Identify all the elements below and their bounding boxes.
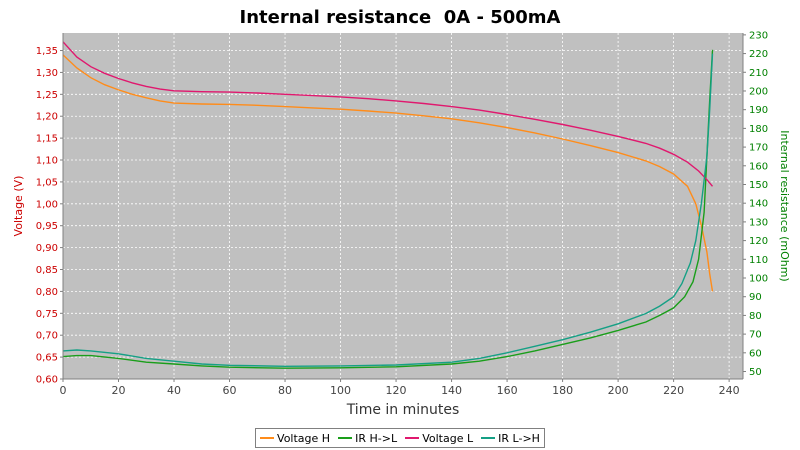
y-left-tick-label: 0,95: [36, 221, 58, 232]
plot-area: [63, 33, 743, 379]
y-right-tick-label: 150: [749, 180, 768, 191]
x-tick-label: 200: [608, 384, 629, 397]
y-left-tick-label: 0,65: [36, 353, 58, 364]
y-right-tick-label: 180: [749, 124, 768, 135]
series-line-voltage-l: [62, 41, 714, 187]
x-tick-label: 60: [223, 384, 237, 397]
y-right-tick-label: 220: [749, 49, 768, 60]
y-right-tick-label: 90: [749, 292, 762, 303]
x-tick-label: 40: [167, 384, 181, 397]
x-tick-label: 180: [552, 384, 573, 397]
legend-swatch: [338, 437, 353, 439]
y-right-tick-label: 70: [749, 330, 762, 341]
legend-item-ir-l-h: IR L->H: [481, 432, 540, 445]
y-right-axis-label: Internal resistance (mOhm): [778, 130, 791, 281]
y-left-tick-label: 1,35: [36, 46, 58, 57]
x-tick-label: 120: [386, 384, 407, 397]
legend: Voltage H IR H->L Voltage L IR L->H: [255, 428, 545, 448]
legend-swatch: [481, 437, 496, 439]
y-right-tick-label: 160: [749, 161, 768, 172]
x-tick-label: 100: [330, 384, 351, 397]
y-left-tick-label: 1,00: [36, 199, 58, 210]
x-tick-label: 240: [719, 384, 740, 397]
y-left-tick-label: 1,05: [36, 177, 58, 188]
y-left-tick-label: 0,85: [36, 265, 58, 276]
y-right-tick-label: 140: [749, 199, 768, 210]
y-left-tick-label: 1,10: [36, 156, 58, 167]
series-line-voltage-h: [62, 54, 714, 292]
legend-swatch: [405, 437, 420, 439]
series-line-ir-h-l: [62, 49, 714, 369]
y-left-tick-label: 1,30: [36, 68, 58, 79]
y-left-tick-label: 0,90: [36, 243, 58, 254]
x-axis-label: Time in minutes: [346, 402, 460, 418]
y-right-tick-label: 60: [749, 348, 762, 359]
y-left-tick-label: 1,25: [36, 90, 58, 101]
y-right-ticks: 50 60 70 80 90 100 110 120 130 140 150 160 170 180 190…: [743, 30, 768, 378]
legend-swatch: [260, 437, 275, 439]
y-left-tick-label: 0,70: [36, 331, 58, 342]
chart-title: Internal resistance 0A - 500mA: [240, 7, 561, 28]
y-right-tick-label: 50: [749, 367, 762, 378]
y-left-axis-label: Voltage (V): [12, 176, 25, 237]
y-left-tick-label: 1,15: [36, 134, 58, 145]
y-right-tick-label: 110: [749, 255, 768, 266]
y-right-tick-label: 230: [749, 30, 768, 41]
series-line-ir-l-h: [62, 53, 714, 368]
x-ticks: 0 20 40 60 80 100 120 140 160 180 200 220 240: [60, 379, 740, 397]
x-tick-label: 160: [497, 384, 518, 397]
y-left-ticks: 0,60 0,65 0,70 0,75 0,80 0,85 0,90 0,95 1,00 1,05…: [36, 46, 63, 386]
y-right-tick-label: 100: [749, 274, 768, 285]
legend-label: IR H->L: [355, 431, 398, 445]
y-left-tick-label: 0,60: [36, 375, 58, 386]
y-right-tick-label: 80: [749, 311, 762, 322]
x-tick-label: 0: [60, 384, 67, 397]
y-right-tick-label: 170: [749, 143, 768, 154]
y-left-tick-label: 0,80: [36, 287, 58, 298]
x-tick-label: 20: [112, 384, 126, 397]
legend-label: IR L->H: [498, 431, 540, 445]
legend-item-voltage-h: Voltage H: [260, 432, 330, 445]
series-layer: [62, 41, 714, 369]
legend-item-ir-h-l: IR H->L: [338, 432, 397, 445]
x-tick-label: 140: [441, 384, 462, 397]
x-tick-label: 80: [278, 384, 292, 397]
x-tick-label: 220: [663, 384, 684, 397]
y-right-tick-label: 130: [749, 217, 768, 228]
y-right-tick-label: 200: [749, 86, 768, 97]
legend-label: Voltage H: [277, 431, 331, 445]
legend-label: Voltage L: [422, 431, 474, 445]
y-right-tick-label: 120: [749, 236, 768, 247]
legend-item-voltage-l: Voltage L: [405, 432, 473, 445]
y-left-tick-label: 1,20: [36, 112, 58, 123]
y-right-tick-label: 210: [749, 68, 768, 79]
y-left-tick-label: 0,75: [36, 309, 58, 320]
y-right-tick-label: 190: [749, 105, 768, 116]
